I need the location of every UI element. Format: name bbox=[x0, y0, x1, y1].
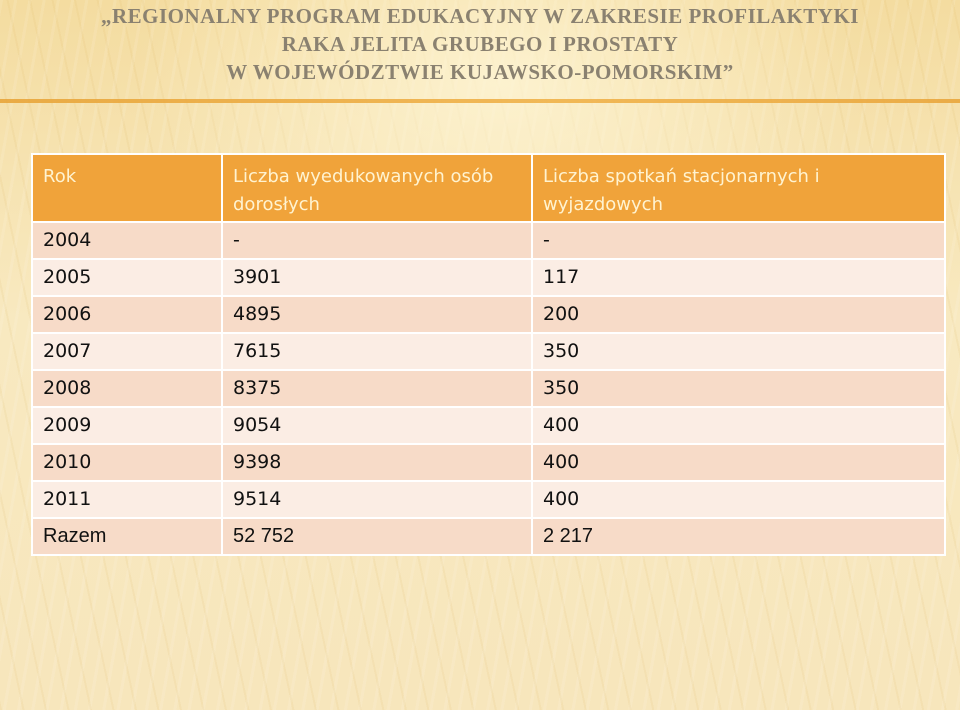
cell-educated: 9398 bbox=[221, 443, 533, 482]
slide-title: „REGIONALNY PROGRAM EDUKACYJNY W ZAKRESI… bbox=[0, 2, 960, 86]
cell-meetings: 200 bbox=[531, 295, 946, 334]
cell-meetings: 400 bbox=[531, 480, 946, 519]
cell-year: 2010 bbox=[31, 443, 223, 482]
cell-total-meetings: 2 217 bbox=[531, 517, 946, 556]
statistics-table: Rok Liczba wyedukowanych osób dorosłych … bbox=[31, 153, 946, 556]
cell-total-educated: 52 752 bbox=[221, 517, 533, 556]
cell-educated: 8375 bbox=[221, 369, 533, 408]
cell-year: 2008 bbox=[31, 369, 223, 408]
cell-meetings: 117 bbox=[531, 258, 946, 297]
cell-educated: 3901 bbox=[221, 258, 533, 297]
cell-educated: 9054 bbox=[221, 406, 533, 445]
cell-year: 2006 bbox=[31, 295, 223, 334]
cell-educated: - bbox=[221, 221, 533, 260]
cell-educated: 7615 bbox=[221, 332, 533, 371]
cell-meetings: 400 bbox=[531, 406, 946, 445]
title-divider bbox=[0, 99, 960, 103]
table-row: 2010 9398 400 bbox=[31, 443, 946, 482]
cell-meetings: - bbox=[531, 221, 946, 260]
cell-year: 2009 bbox=[31, 406, 223, 445]
cell-year: 2011 bbox=[31, 480, 223, 519]
title-line-2: RAKA JELITA GRUBEGO I PROSTATY bbox=[281, 32, 679, 56]
header-educated-adults: Liczba wyedukowanych osób dorosłych bbox=[221, 153, 533, 223]
cell-educated: 9514 bbox=[221, 480, 533, 519]
cell-year: 2007 bbox=[31, 332, 223, 371]
cell-educated: 4895 bbox=[221, 295, 533, 334]
cell-year: 2005 bbox=[31, 258, 223, 297]
table-row: 2005 3901 117 bbox=[31, 258, 946, 297]
title-line-3: W WOJEWÓDZTWIE KUJAWSKO-POMORSKIM” bbox=[226, 60, 734, 84]
table-header-row: Rok Liczba wyedukowanych osób dorosłych … bbox=[31, 153, 946, 223]
cell-meetings: 400 bbox=[531, 443, 946, 482]
table-row: 2006 4895 200 bbox=[31, 295, 946, 334]
table-row: 2007 7615 350 bbox=[31, 332, 946, 371]
cell-year: 2004 bbox=[31, 221, 223, 260]
header-meetings: Liczba spotkań stacjonarnych i wyjazdowy… bbox=[531, 153, 946, 223]
table-row: 2008 8375 350 bbox=[31, 369, 946, 408]
table-row: 2004 - - bbox=[31, 221, 946, 260]
cell-meetings: 350 bbox=[531, 332, 946, 371]
header-year: Rok bbox=[31, 153, 223, 223]
cell-meetings: 350 bbox=[531, 369, 946, 408]
cell-total-label: Razem bbox=[31, 517, 223, 556]
table-row: 2011 9514 400 bbox=[31, 480, 946, 519]
table-row: 2009 9054 400 bbox=[31, 406, 946, 445]
table-total-row: Razem 52 752 2 217 bbox=[31, 517, 946, 556]
title-line-1: „REGIONALNY PROGRAM EDUKACYJNY W ZAKRESI… bbox=[101, 4, 859, 28]
